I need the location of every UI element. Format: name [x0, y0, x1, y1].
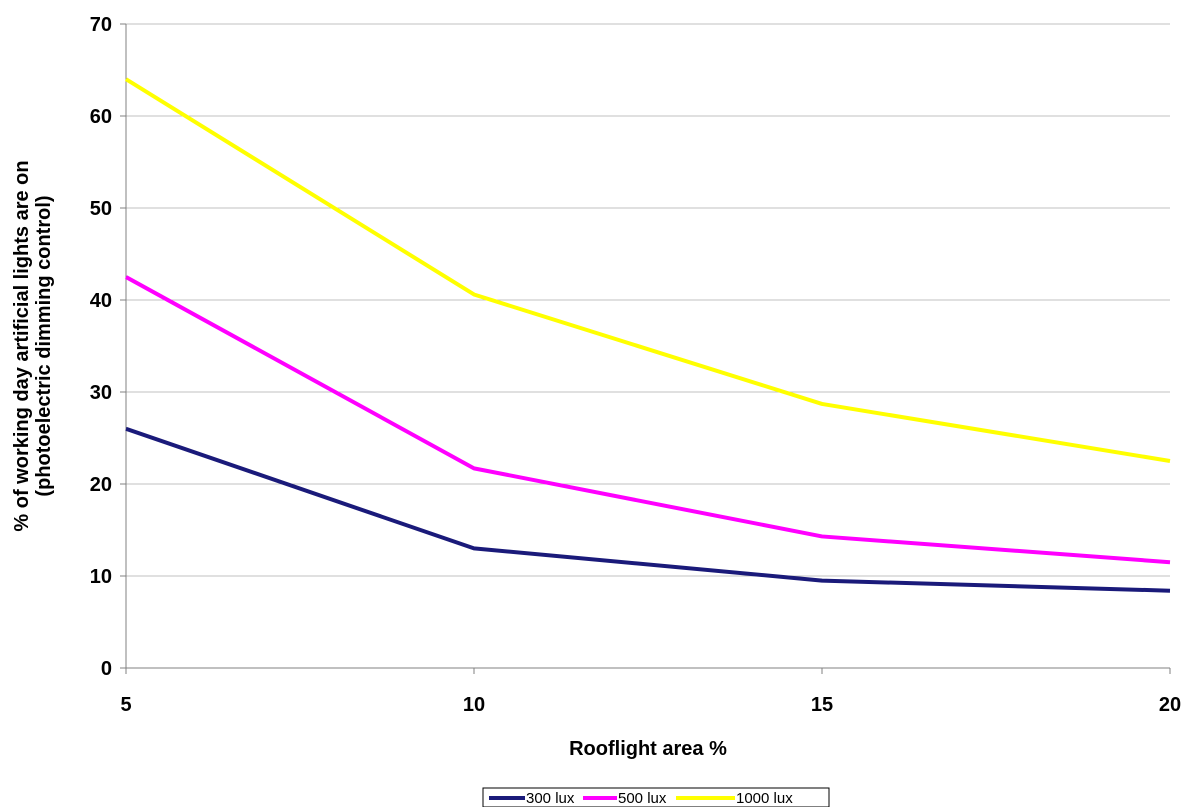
y-tick-label: 10 [90, 566, 112, 588]
series-line-500-lux [125, 275, 1171, 565]
x-tick-label: 10 [463, 694, 485, 716]
legend-label-500-lux: 500 lux [618, 790, 667, 807]
series-lines [124, 77, 1171, 593]
series-line-1000-lux [124, 77, 1171, 463]
y-tick-label: 50 [90, 198, 112, 220]
series-line-300-lux [125, 426, 1171, 593]
legend: 300 lux 500 lux 1000 lux [482, 787, 830, 807]
y-axis-title: % of working day artificial lights are o… [11, 160, 55, 531]
y-tick-label: 60 [90, 106, 112, 128]
gridlines [126, 23, 1170, 577]
x-tick-label: 5 [120, 694, 131, 716]
y-tick-label: 20 [90, 474, 112, 496]
legend-label-300-lux: 300 lux [526, 790, 575, 807]
axis-ticks: 0 10 20 30 40 50 60 70 5 10 15 20 [90, 14, 1181, 716]
y-tick-label: 70 [90, 14, 112, 36]
y-tick-label: 0 [101, 658, 112, 680]
x-tick-label: 20 [1159, 694, 1181, 716]
y-axis-title-line-2: (photoelectric dimming control) [33, 195, 55, 496]
axes [125, 24, 1170, 669]
legend-box [482, 787, 830, 807]
legend-label-1000-lux: 1000 lux [736, 790, 793, 807]
y-tick-label: 40 [90, 290, 112, 312]
x-axis-title: Rooflight area % [569, 738, 727, 760]
y-axis-title-line-1: % of working day artificial lights are o… [11, 160, 33, 531]
x-tick-label: 15 [811, 694, 833, 716]
y-tick-label: 30 [90, 382, 112, 404]
